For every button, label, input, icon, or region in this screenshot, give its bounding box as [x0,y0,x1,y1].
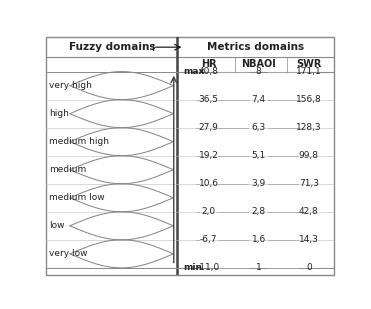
Text: Fuzzy domains: Fuzzy domains [69,42,155,52]
Text: 0: 0 [306,263,312,272]
Text: 10,6: 10,6 [198,179,219,188]
Text: HR: HR [201,59,216,70]
Text: 1,6: 1,6 [252,235,266,244]
Text: 3,9: 3,9 [252,179,266,188]
Text: 2,8: 2,8 [252,207,266,216]
Text: Metrics domains: Metrics domains [207,42,304,52]
Text: 99,8: 99,8 [299,151,319,160]
Text: -11,0: -11,0 [197,263,220,272]
Text: 8: 8 [256,67,262,76]
Text: -6,7: -6,7 [200,235,217,244]
Text: NBAOI: NBAOI [241,59,276,70]
Text: 156,8: 156,8 [296,95,322,104]
Text: 6,3: 6,3 [252,123,266,132]
Text: very low: very low [49,249,88,258]
Text: 2,0: 2,0 [201,207,216,216]
Text: very high: very high [49,81,92,90]
Text: 7,4: 7,4 [252,95,266,104]
Text: min: min [184,263,203,272]
Text: medium: medium [49,165,86,174]
Text: 36,5: 36,5 [198,95,219,104]
Text: 1: 1 [256,263,262,272]
Text: max: max [184,67,205,76]
Text: 27,9: 27,9 [198,123,219,132]
Text: 14,3: 14,3 [299,235,319,244]
Text: 19,2: 19,2 [198,151,219,160]
Text: low: low [49,221,65,230]
Text: 42,8: 42,8 [299,207,319,216]
Text: 5,1: 5,1 [252,151,266,160]
Text: 128,3: 128,3 [296,123,322,132]
Text: 40,8: 40,8 [198,67,219,76]
Text: medium low: medium low [49,193,105,202]
Text: SWR: SWR [296,59,322,70]
Text: high: high [49,109,69,118]
Text: medium high: medium high [49,137,109,146]
Text: 171,1: 171,1 [296,67,322,76]
Text: 71,3: 71,3 [299,179,319,188]
